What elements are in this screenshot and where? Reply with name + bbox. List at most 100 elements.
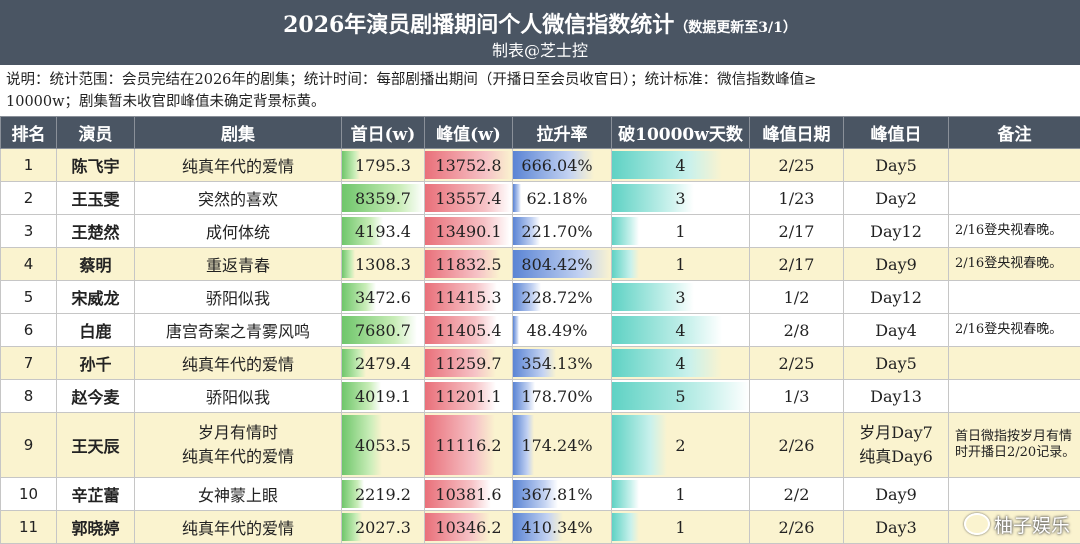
peak-date-cell: 2/17 bbox=[749, 247, 844, 281]
col-header-lift[interactable]: 拉升率 bbox=[512, 116, 612, 149]
col-header-actor[interactable]: 演员 bbox=[56, 116, 135, 149]
peak-date-cell: 2/25 bbox=[749, 148, 844, 182]
lift-cell: 354.13% bbox=[512, 346, 612, 380]
days-over-bar bbox=[612, 349, 722, 377]
lift-bar bbox=[513, 184, 521, 212]
days-over-value: 1 bbox=[675, 221, 686, 241]
drama-line: 岁月有情时 bbox=[197, 423, 278, 442]
drama-cell: 纯真年代的爱情 bbox=[134, 346, 342, 380]
first-day-bar bbox=[342, 382, 382, 410]
peak-bar bbox=[425, 480, 491, 508]
table-row: 2 王玉雯 突然的喜欢 8359.7 13557.4 62.18% 3 1/23… bbox=[0, 181, 1080, 215]
days-over-value: 2 bbox=[675, 435, 686, 455]
peak-bar bbox=[425, 151, 512, 179]
table-row: 1 陈飞宇 纯真年代的爱情 1795.3 13752.8 666.04% 4 2… bbox=[0, 148, 1080, 182]
drama-line: 纯真年代的爱情 bbox=[181, 447, 294, 466]
col-header-peak-day[interactable]: 峰值日 bbox=[843, 116, 949, 149]
first-day-bar bbox=[342, 151, 360, 179]
rank-cell: 7 bbox=[0, 346, 57, 380]
first-day-cell: 4053.5 bbox=[341, 412, 425, 478]
peak-cell: 13490.1 bbox=[424, 214, 513, 248]
col-header-first-day[interactable]: 首日(w) bbox=[341, 116, 425, 149]
drama-cell: 纯真年代的爱情 bbox=[134, 510, 342, 544]
actor-cell: 蔡明 bbox=[56, 247, 135, 281]
drama-cell: 纯真年代的爱情 bbox=[134, 148, 342, 182]
actor-cell: 郭晓婷 bbox=[56, 510, 135, 544]
lift-value: 221.70% bbox=[521, 221, 593, 241]
first-day-bar bbox=[342, 283, 377, 311]
lift-cell: 666.04% bbox=[512, 148, 612, 182]
peak-cell: 11201.1 bbox=[424, 379, 513, 413]
drama-cell: 突然的喜欢 bbox=[134, 181, 342, 215]
days-over-cell: 5 bbox=[611, 379, 750, 413]
rank-cell: 3 bbox=[0, 214, 57, 248]
actor-cell: 宋威龙 bbox=[56, 280, 135, 314]
table-row: 7 孙千 纯真年代的爱情 2479.4 11259.7 354.13% 4 2/… bbox=[0, 346, 1080, 380]
peak-day-line: 岁月Day7 bbox=[859, 423, 933, 442]
first-day-value: 1795.3 bbox=[355, 155, 411, 175]
peak-bar bbox=[425, 283, 498, 311]
title-note: （数据更新至3/1） bbox=[674, 20, 797, 36]
peak-date-cell: 2/26 bbox=[749, 510, 844, 544]
peak-value: 10381.6 bbox=[435, 484, 502, 504]
peak-value: 11405.4 bbox=[435, 320, 502, 340]
drama-cell: 唐宫奇案之青雾风鸣 bbox=[134, 313, 342, 347]
actor-cell: 王天辰 bbox=[56, 412, 135, 478]
first-day-bar bbox=[342, 480, 364, 508]
lift-bar bbox=[513, 316, 519, 344]
col-header-remark[interactable]: 备注 bbox=[948, 116, 1080, 149]
first-day-cell: 7680.7 bbox=[341, 313, 425, 347]
remark-cell bbox=[948, 181, 1080, 215]
first-day-value: 2027.3 bbox=[355, 517, 411, 537]
first-day-cell: 2219.2 bbox=[341, 477, 425, 511]
first-day-cell: 2027.3 bbox=[341, 510, 425, 544]
lift-value: 410.34% bbox=[521, 517, 593, 537]
peak-bar bbox=[425, 316, 498, 344]
lift-value: 62.18% bbox=[526, 188, 588, 208]
peak-bar bbox=[425, 184, 511, 212]
peak-cell: 13752.8 bbox=[424, 148, 513, 182]
peak-day-cell: Day4 bbox=[843, 313, 949, 347]
lift-bar bbox=[513, 250, 611, 278]
days-over-bar bbox=[612, 217, 640, 245]
actor-cell: 王玉雯 bbox=[56, 181, 135, 215]
actor-cell: 王楚然 bbox=[56, 214, 135, 248]
days-over-bar bbox=[612, 316, 722, 344]
days-over-value: 5 bbox=[675, 386, 686, 406]
watermark: 柚子娱乐 bbox=[963, 511, 1070, 538]
peak-value: 13490.1 bbox=[435, 221, 502, 241]
peak-date-cell: 1/2 bbox=[749, 280, 844, 314]
days-over-cell: 1 bbox=[611, 510, 750, 544]
days-over-value: 3 bbox=[675, 287, 686, 307]
first-day-cell: 8359.7 bbox=[341, 181, 425, 215]
table-header-row: 排名 演员 剧集 首日(w) 峰值(w) 拉升率 破10000w天数 峰值日期 … bbox=[0, 116, 1080, 149]
lift-value: 48.49% bbox=[526, 320, 588, 340]
days-over-value: 3 bbox=[675, 188, 686, 208]
peak-day-cell: Day12 bbox=[843, 280, 949, 314]
peak-cell: 11259.7 bbox=[424, 346, 513, 380]
weibo-icon bbox=[963, 513, 990, 535]
remark-cell: 2/16登央视春晚。 bbox=[948, 247, 1080, 281]
table-row: 3 王楚然 成何体统 4193.4 13490.1 221.70% 1 2/17… bbox=[0, 214, 1080, 248]
actor-cell: 辛芷蕾 bbox=[56, 477, 135, 511]
table-row: 9 王天辰 岁月有情时 纯真年代的爱情 4053.5 11116.2 174.24… bbox=[0, 412, 1080, 478]
days-over-bar bbox=[612, 250, 640, 278]
peak-day-cell: Day13 bbox=[843, 379, 949, 413]
col-header-peak[interactable]: 峰值(w) bbox=[424, 116, 513, 149]
peak-date-cell: 2/8 bbox=[749, 313, 844, 347]
lift-bar bbox=[513, 382, 535, 410]
table-row: 4 蔡明 重返青春 1308.3 11832.5 804.42% 1 2/17 … bbox=[0, 247, 1080, 281]
lift-bar bbox=[513, 415, 535, 475]
peak-value: 11201.1 bbox=[435, 386, 502, 406]
lift-cell: 367.81% bbox=[512, 477, 612, 511]
peak-bar bbox=[425, 250, 500, 278]
col-header-rank[interactable]: 排名 bbox=[0, 116, 57, 149]
col-header-drama[interactable]: 剧集 bbox=[134, 116, 342, 149]
col-header-peak-date[interactable]: 峰值日期 bbox=[749, 116, 844, 149]
lift-value: 178.70% bbox=[521, 386, 593, 406]
peak-day-cell: Day9 bbox=[843, 477, 949, 511]
rank-cell: 10 bbox=[0, 477, 57, 511]
title-main: 2026年演员剧播期间个人微信指数统计 bbox=[283, 12, 675, 38]
col-header-days-over[interactable]: 破10000w天数 bbox=[611, 116, 750, 149]
days-over-value: 1 bbox=[675, 517, 686, 537]
